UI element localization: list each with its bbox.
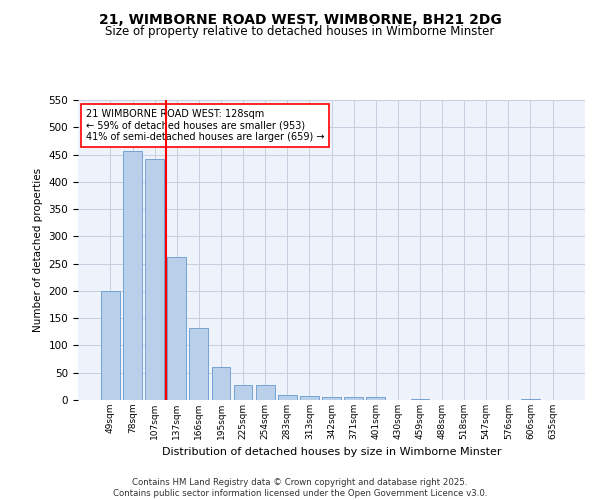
Bar [101,291,120,400]
Bar [167,256,186,400]
Bar [145,160,164,400]
Bar [123,152,142,400]
Bar [190,328,208,400]
Bar [300,396,319,400]
Y-axis label: Number of detached properties: Number of detached properties [33,168,43,332]
Text: 21 WIMBORNE ROAD WEST: 128sqm
← 59% of detached houses are smaller (953)
41% of : 21 WIMBORNE ROAD WEST: 128sqm ← 59% of d… [86,109,324,142]
Bar [344,398,363,400]
Bar [410,399,430,400]
Text: Contains HM Land Registry data © Crown copyright and database right 2025.
Contai: Contains HM Land Registry data © Crown c… [113,478,487,498]
Bar [322,398,341,400]
Bar [278,394,296,400]
Text: Size of property relative to detached houses in Wimborne Minster: Size of property relative to detached ho… [106,25,494,38]
Bar [256,384,275,400]
X-axis label: Distribution of detached houses by size in Wimborne Minster: Distribution of detached houses by size … [162,448,501,458]
Bar [212,368,230,400]
Bar [367,398,385,400]
Bar [521,399,540,400]
Bar [233,384,253,400]
Text: 21, WIMBORNE ROAD WEST, WIMBORNE, BH21 2DG: 21, WIMBORNE ROAD WEST, WIMBORNE, BH21 2… [98,12,502,26]
